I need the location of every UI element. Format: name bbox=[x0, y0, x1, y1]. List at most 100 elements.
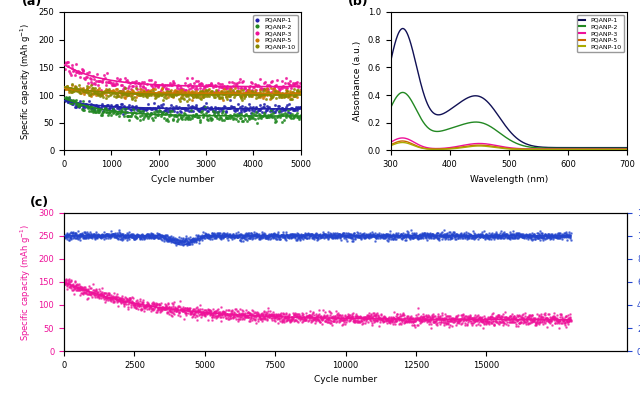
Point bbox=[95, 233, 105, 240]
Point bbox=[106, 294, 116, 300]
Point bbox=[387, 233, 397, 239]
Point bbox=[295, 89, 305, 96]
Point bbox=[481, 233, 492, 239]
Point bbox=[186, 113, 196, 119]
Point bbox=[161, 303, 171, 310]
Point bbox=[346, 234, 356, 240]
Point bbox=[236, 107, 246, 113]
Point bbox=[92, 234, 102, 240]
Point bbox=[68, 87, 78, 94]
Point bbox=[420, 316, 431, 323]
Point bbox=[157, 80, 167, 87]
Point bbox=[71, 230, 81, 237]
Point bbox=[215, 95, 225, 101]
Point bbox=[274, 103, 284, 109]
Point bbox=[278, 318, 288, 324]
Point bbox=[228, 233, 238, 239]
Point bbox=[257, 91, 267, 97]
Point bbox=[183, 105, 193, 111]
Point bbox=[214, 116, 225, 122]
Point bbox=[266, 311, 276, 317]
Point bbox=[202, 309, 212, 315]
Point bbox=[358, 230, 369, 237]
Point bbox=[406, 227, 417, 234]
Point bbox=[115, 91, 125, 97]
Point bbox=[208, 231, 218, 237]
Point bbox=[83, 291, 93, 297]
Point bbox=[201, 110, 211, 116]
Point bbox=[109, 232, 119, 238]
Point bbox=[362, 314, 372, 321]
Point bbox=[95, 288, 105, 294]
Point bbox=[251, 310, 261, 316]
Point bbox=[334, 231, 344, 237]
Point bbox=[176, 306, 186, 313]
Point bbox=[203, 91, 213, 97]
Point bbox=[284, 234, 294, 240]
Point bbox=[486, 236, 497, 242]
Point bbox=[84, 282, 94, 289]
Point bbox=[135, 86, 145, 92]
Point bbox=[76, 231, 86, 237]
Point bbox=[244, 84, 255, 90]
Point bbox=[443, 313, 453, 320]
Point bbox=[142, 298, 152, 305]
Point bbox=[523, 314, 533, 320]
Point bbox=[65, 234, 75, 241]
Point bbox=[60, 98, 70, 105]
Point bbox=[216, 233, 227, 239]
Point bbox=[422, 314, 433, 320]
Point bbox=[412, 315, 422, 322]
Point bbox=[461, 233, 472, 239]
Point bbox=[271, 236, 282, 243]
Point bbox=[233, 312, 243, 319]
Point bbox=[480, 232, 490, 239]
Point bbox=[284, 92, 294, 99]
Point bbox=[241, 236, 252, 242]
Point bbox=[475, 322, 485, 328]
Point bbox=[221, 108, 232, 114]
Point bbox=[294, 232, 305, 239]
PQANP-2 bbox=[501, 134, 509, 139]
Point bbox=[90, 109, 100, 115]
Point bbox=[100, 232, 110, 238]
Point bbox=[312, 312, 323, 319]
Point bbox=[222, 83, 232, 89]
Point bbox=[205, 81, 215, 88]
Point bbox=[417, 230, 427, 237]
Point bbox=[116, 82, 127, 88]
Point bbox=[332, 318, 342, 324]
Point bbox=[158, 83, 168, 90]
Point bbox=[231, 106, 241, 113]
Point bbox=[492, 231, 502, 237]
Point bbox=[561, 233, 571, 240]
Point bbox=[141, 113, 152, 120]
Point bbox=[228, 107, 239, 113]
Point bbox=[333, 231, 343, 237]
Point bbox=[130, 233, 140, 239]
Point bbox=[66, 277, 76, 283]
Point bbox=[287, 89, 298, 95]
Point bbox=[466, 315, 476, 322]
Point bbox=[84, 84, 94, 90]
Point bbox=[240, 314, 250, 320]
Point bbox=[513, 312, 523, 319]
Point bbox=[150, 234, 160, 240]
Point bbox=[431, 233, 442, 239]
Point bbox=[77, 284, 87, 290]
Point bbox=[372, 234, 383, 240]
Point bbox=[423, 233, 433, 239]
Point bbox=[316, 313, 326, 320]
Point bbox=[296, 231, 307, 237]
Point bbox=[242, 314, 252, 320]
Point bbox=[556, 316, 566, 323]
Point bbox=[107, 81, 117, 88]
Point bbox=[214, 310, 225, 317]
Point bbox=[527, 236, 538, 243]
Point bbox=[285, 114, 296, 120]
Point bbox=[232, 312, 242, 318]
Point bbox=[169, 91, 179, 98]
Point bbox=[271, 118, 281, 124]
Point bbox=[125, 90, 135, 96]
Point bbox=[72, 285, 82, 291]
